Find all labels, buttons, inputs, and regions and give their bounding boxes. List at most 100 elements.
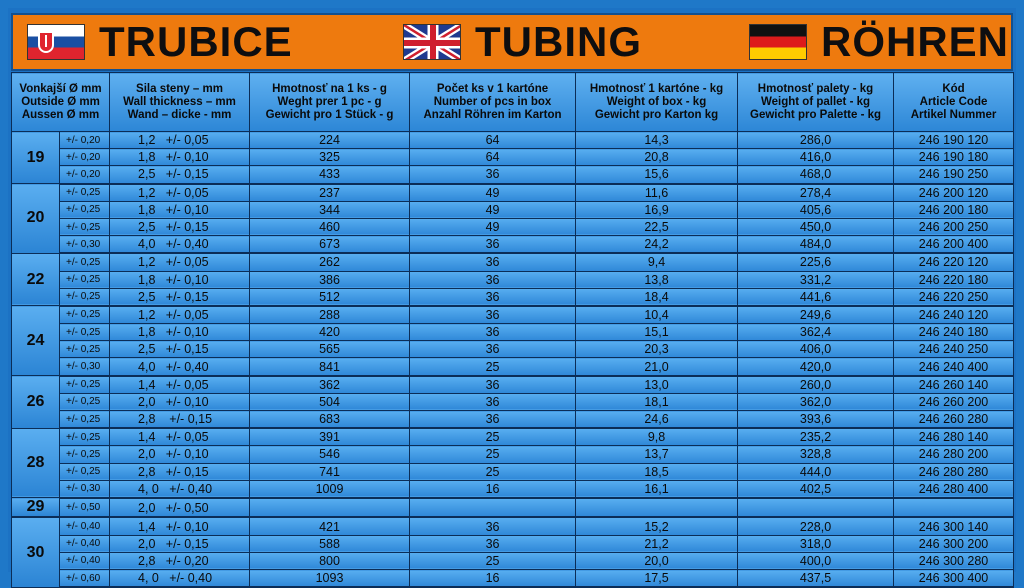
article-code-cell: 246 190 250 xyxy=(893,165,1015,185)
table-row: +/- 0,20 2,5 +/- 0,15 433 36 15,6 468,0 246 19… xyxy=(12,165,1015,185)
pallet-weight-cell: 402,5 xyxy=(737,479,895,499)
outside-diameter-cell: 19 xyxy=(11,130,60,185)
table-row: +/- 0,25 2,8 +/- 0,15 683 36 24,6 393,6 246 26… xyxy=(12,410,1015,430)
table-body: 19 +/- 0,20 1,2 +/- 0,05 224 64 14,3 286,0 246 … xyxy=(11,130,1015,588)
pallet-weight-cell: 416,0 xyxy=(737,148,895,167)
title-tubing: TUBING xyxy=(475,18,642,65)
wall-thickness-cell: 2,5 +/- 0,15 xyxy=(109,287,251,307)
box-weight-cell: 16,9 xyxy=(575,200,739,219)
weight-per-piece-cell xyxy=(249,497,411,519)
box-weight-cell: 24,6 xyxy=(575,410,739,430)
pallet-weight-cell: 278,4 xyxy=(737,183,895,202)
pallet-weight-cell: 393,6 xyxy=(737,410,895,430)
spec-sheet: TRUBICE TUBING RÖHREN xyxy=(8,8,1016,588)
weight-per-piece-cell: 741 xyxy=(249,462,411,481)
wall-thickness-cell: 1,2 +/- 0,05 xyxy=(109,183,251,202)
article-code-cell: 246 220 180 xyxy=(893,270,1015,289)
pieces-per-box-cell: 36 xyxy=(409,392,577,412)
tolerance-cell: +/- 0,25 xyxy=(58,287,111,307)
pallet-weight-cell: 362,4 xyxy=(737,323,895,342)
pieces-per-box-cell: 36 xyxy=(409,270,577,289)
tolerance-cell: +/- 0,25 xyxy=(58,200,111,219)
box-weight-cell: 18,1 xyxy=(575,392,739,412)
pallet-weight-cell: 225,6 xyxy=(737,252,895,272)
wall-thickness-cell: 2,5 +/- 0,15 xyxy=(109,340,251,359)
table-row: +/- 0,25 1,8 +/- 0,10 420 36 15,1 362,4 246 24… xyxy=(12,323,1015,342)
tubing-spec-table: Vonkajší Ø mm Outside Ø mm Aussen Ø mm Sil… xyxy=(10,72,1015,588)
box-weight-cell: 15,1 xyxy=(575,323,739,342)
pallet-weight-cell: 286,0 xyxy=(737,130,895,150)
article-code-cell: 246 260 140 xyxy=(893,375,1015,394)
tolerance-cell: +/- 0,25 xyxy=(58,410,111,430)
wall-thickness-cell: 1,4 +/- 0,10 xyxy=(109,516,251,536)
pieces-per-box-cell: 25 xyxy=(409,551,577,571)
article-code-cell: 246 300 200 xyxy=(893,534,1015,553)
title-trubice: TRUBICE xyxy=(99,18,293,65)
title-sk: TRUBICE xyxy=(27,15,293,69)
pallet-weight-cell: 437,5 xyxy=(737,569,895,588)
pallet-weight-cell: 328,8 xyxy=(737,445,895,464)
tolerance-cell: +/- 0,25 xyxy=(58,392,111,412)
pallet-weight-cell: 260,0 xyxy=(737,375,895,394)
pieces-per-box-cell: 49 xyxy=(409,217,577,237)
wall-thickness-cell: 4, 0 +/- 0,40 xyxy=(109,569,251,588)
german-flag-icon xyxy=(749,24,807,60)
weight-per-piece-cell: 224 xyxy=(249,130,411,150)
table-row: 29 +/- 0,50 2,0 +/- 0,50 xyxy=(11,497,1015,519)
wall-thickness-cell: 2,0 +/- 0,15 xyxy=(109,534,251,553)
pieces-per-box-cell: 36 xyxy=(409,305,577,325)
tolerance-cell: +/- 0,25 xyxy=(58,270,111,289)
wall-thickness-cell: 1,4 +/- 0,05 xyxy=(109,375,251,394)
pieces-per-box-cell: 25 xyxy=(409,427,577,447)
box-weight-cell: 15,2 xyxy=(575,516,739,536)
box-weight-cell xyxy=(575,497,739,519)
box-weight-cell: 20,3 xyxy=(575,340,739,359)
table-row: +/- 0,25 2,5 +/- 0,15 512 36 18,4 441,6 246 22… xyxy=(12,287,1015,307)
pallet-weight-cell: 484,0 xyxy=(737,235,895,255)
article-code-cell xyxy=(893,497,1015,519)
header-pallet-weight: Hmotnosť palety - kg Weight of pallet - k… xyxy=(737,72,895,132)
pieces-per-box-cell: 36 xyxy=(409,375,577,394)
pieces-per-box-cell: 16 xyxy=(409,479,577,499)
pieces-per-box-cell: 36 xyxy=(409,323,577,342)
weight-per-piece-cell: 1093 xyxy=(249,569,411,588)
wall-thickness-cell: 1,8 +/- 0,10 xyxy=(109,148,251,167)
wall-thickness-cell: 1,8 +/- 0,10 xyxy=(109,323,251,342)
weight-per-piece-cell: 683 xyxy=(249,410,411,430)
header-article-code: Kód Article Code Artikel Nummer xyxy=(893,72,1015,132)
pieces-per-box-cell xyxy=(409,497,577,519)
table-row: +/- 0,25 1,8 +/- 0,10 344 49 16,9 405,6 246 20… xyxy=(12,200,1015,219)
wall-thickness-cell: 2,8 +/- 0,15 xyxy=(109,462,251,481)
tolerance-cell: +/- 0,25 xyxy=(58,252,111,272)
pieces-per-box-cell: 49 xyxy=(409,200,577,219)
pallet-weight-cell: 405,6 xyxy=(737,200,895,219)
weight-per-piece-cell: 391 xyxy=(249,427,411,447)
table-row: +/- 0,25 2,8 +/- 0,15 741 25 18,5 444,0 246 28… xyxy=(12,462,1015,481)
wall-thickness-cell: 1,2 +/- 0,05 xyxy=(109,130,251,150)
wall-thickness-cell: 2,0 +/- 0,10 xyxy=(109,392,251,412)
header-row: Vonkajší Ø mm Outside Ø mm Aussen Ø mm Sil… xyxy=(10,72,1015,132)
box-weight-cell: 13,0 xyxy=(575,375,739,394)
tolerance-cell: +/- 0,40 xyxy=(58,551,111,571)
wall-thickness-cell: 2,0 +/- 0,50 xyxy=(109,497,251,519)
title-en: TUBING xyxy=(403,15,642,69)
weight-per-piece-cell: 512 xyxy=(249,287,411,307)
weight-per-piece-cell: 421 xyxy=(249,516,411,536)
weight-per-piece-cell: 588 xyxy=(249,534,411,553)
box-weight-cell: 13,8 xyxy=(575,270,739,289)
box-weight-cell: 20,0 xyxy=(575,551,739,571)
pieces-per-box-cell: 36 xyxy=(409,340,577,359)
box-weight-cell: 15,6 xyxy=(575,165,739,185)
outside-diameter-cell: 24 xyxy=(11,305,60,377)
pallet-weight-cell: 441,6 xyxy=(737,287,895,307)
weight-per-piece-cell: 237 xyxy=(249,183,411,202)
table-row: +/- 0,20 1,8 +/- 0,10 325 64 20,8 416,0 246 19… xyxy=(12,148,1015,167)
box-weight-cell: 16,1 xyxy=(575,479,739,499)
box-weight-cell: 21,0 xyxy=(575,357,739,377)
weight-per-piece-cell: 362 xyxy=(249,375,411,394)
tolerance-cell: +/- 0,40 xyxy=(58,534,111,553)
tolerance-cell: +/- 0,20 xyxy=(58,148,111,167)
table-row: 28 +/- 0,25 1,4 +/- 0,05 391 25 9,8 235,2 246 2… xyxy=(11,427,1015,499)
box-weight-cell: 17,5 xyxy=(575,569,739,588)
pallet-weight-cell: 450,0 xyxy=(737,217,895,237)
